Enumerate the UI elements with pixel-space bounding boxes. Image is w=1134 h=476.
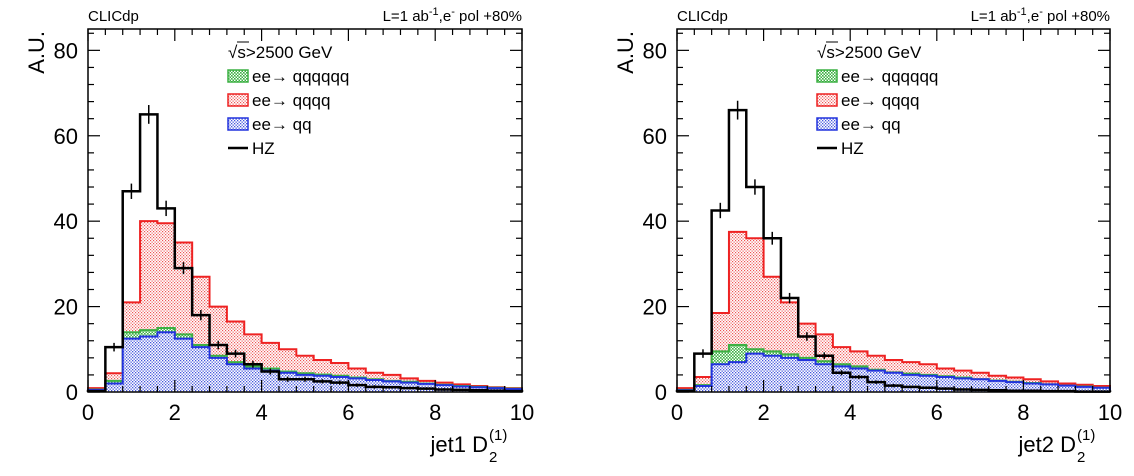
y-tick-label: 80	[54, 38, 78, 63]
text-span: ,e	[1027, 8, 1040, 25]
text-span: s>2500 GeV	[826, 43, 922, 62]
legend-label-eeqqqq: ee→ qqqq	[841, 91, 919, 110]
text-span: pol +80%	[1043, 8, 1110, 25]
legend-label-hz: HZ	[841, 139, 864, 158]
text-span: √	[817, 43, 827, 62]
legend-swatch-eeqq	[227, 117, 249, 131]
legend-swatch-eeqqqqqq	[816, 69, 838, 83]
plot-frame	[676, 28, 1111, 393]
legend-header: √s>2500 GeV	[228, 43, 333, 62]
text-span: √	[228, 43, 238, 62]
text-span: s>2500 GeV	[237, 43, 333, 62]
legend-label-eeqqqqqq: ee→ qqqqqq	[841, 67, 938, 86]
y-axis-label: A.U.	[613, 31, 638, 74]
histogram-outline-eeqq	[676, 352, 1111, 392]
x-tick-label: 2	[169, 400, 181, 425]
x-tick-label: 0	[671, 400, 683, 425]
legend-label-hz: HZ	[252, 139, 275, 158]
text-span: -	[451, 6, 455, 18]
plot-frame	[87, 28, 523, 393]
x-axis-label-superscript: (1)	[489, 427, 507, 444]
text-span: ,e	[439, 8, 452, 25]
y-tick-label: 80	[643, 38, 667, 63]
y-tick-label: 20	[643, 295, 667, 320]
x-tick-label: 2	[757, 400, 769, 425]
y-tick-label: 60	[54, 124, 78, 149]
text-span: -1	[429, 6, 439, 18]
text-span: L=1 ab	[971, 8, 1017, 25]
legend-swatch-eeqqqq	[227, 93, 249, 107]
y-tick-label: 0	[655, 380, 667, 405]
x-tick-label: 6	[931, 400, 943, 425]
y-axis-label: A.U.	[24, 31, 49, 74]
legend-swatch-eeqq	[816, 117, 838, 131]
text-span: L=1 ab	[383, 8, 429, 25]
y-tick-label: 0	[66, 380, 78, 405]
chart-panel-1: 0 2 4 6 8 10 0 20 40 60 80 CLICdp L=1 ab-1,e- pol +8…	[24, 6, 534, 466]
x-tick-label: 8	[1017, 400, 1029, 425]
histogram-fill-eeqqqq	[677, 231, 1110, 392]
legend-label-eeqq: ee→ qq	[841, 115, 901, 134]
x-axis-label-subscript: 2	[1077, 449, 1085, 466]
histogram-outline-eeqqqq	[676, 230, 1111, 392]
y-tick-label: 40	[643, 209, 667, 234]
y-tick-label: 20	[54, 295, 78, 320]
chart-panel-2: 0 2 4 6 8 10 0 20 40 60 80 CLICdp L=1 ab-1,e- pol +8…	[613, 6, 1122, 466]
histogram-outline-eeqq	[87, 331, 523, 392]
text-span: -	[1039, 6, 1043, 18]
histogram-outline-eeqqqq	[87, 220, 523, 392]
x-tick-label: 10	[510, 400, 534, 425]
text-span: jet2 D	[1018, 432, 1076, 457]
header-left-label: CLICdp	[88, 8, 139, 25]
x-tick-label: 8	[429, 400, 441, 425]
text-span: pol +80%	[455, 8, 522, 25]
x-tick-label: 6	[342, 400, 354, 425]
y-tick-label: 40	[54, 209, 78, 234]
x-axis-label: jet1 D	[430, 432, 488, 457]
x-axis-label: jet2 D	[1018, 432, 1076, 457]
legend-swatch-eeqqqqqq	[227, 69, 249, 83]
legend-label-eeqq: ee→ qq	[252, 115, 312, 134]
text-span: jet1 D	[430, 432, 488, 457]
legend-label-eeqqqq: ee→ qqqq	[252, 91, 330, 110]
header-right-label: L=1 ab-1,e- pol +80%	[383, 6, 522, 25]
text-span: -1	[1017, 6, 1027, 18]
x-tick-label: 4	[255, 400, 267, 425]
x-axis-label-superscript: (1)	[1077, 427, 1095, 444]
header-right-label: L=1 ab-1,e- pol +80%	[971, 6, 1110, 25]
y-tick-label: 60	[643, 124, 667, 149]
x-tick-label: 4	[844, 400, 856, 425]
x-tick-label: 10	[1098, 400, 1122, 425]
legend-header: √s>2500 GeV	[817, 43, 922, 62]
legend-label-eeqqqqqq: ee→ qqqqqq	[252, 67, 349, 86]
x-axis-label-subscript: 2	[489, 449, 497, 466]
legend-swatch-eeqqqq	[816, 93, 838, 107]
x-tick-label: 0	[82, 400, 94, 425]
header-left-label: CLICdp	[677, 8, 728, 25]
